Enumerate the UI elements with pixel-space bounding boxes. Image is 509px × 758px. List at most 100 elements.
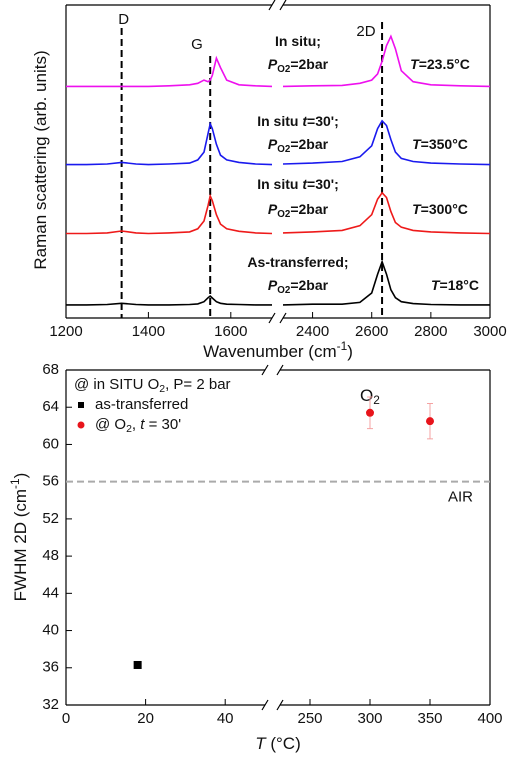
temperature-label: T=300°C (412, 201, 468, 217)
x-tick-label: 1600 (214, 323, 247, 340)
x-tick-label: 20 (137, 710, 154, 727)
series-label: PO2=2bar (268, 277, 329, 296)
text-part: (°C) (266, 734, 301, 753)
text-part: @ in SITU O (74, 376, 159, 393)
axis-break (261, 699, 269, 711)
text-part: FWHM 2D (cm (11, 489, 30, 601)
text-part: T (410, 56, 420, 72)
temperature-label: T=18°C (431, 277, 479, 293)
peak-label: 2D (356, 23, 375, 40)
temperature-label: T=23.5°C (410, 56, 470, 72)
text-part: =300°C (421, 201, 468, 217)
text-part: =2bar (290, 136, 328, 152)
marker (366, 408, 374, 417)
y-tick-label: 44 (42, 584, 59, 601)
y-axis-label: Raman scattering (arb. units) (31, 50, 50, 269)
text-part: T (412, 201, 422, 217)
text-part: In situ (257, 176, 302, 192)
text-part: Raman scattering (arb. units) (31, 50, 50, 269)
peak-label: G (191, 36, 203, 53)
text-part: O2 (277, 144, 291, 155)
text-part: =18°C (440, 277, 479, 293)
text-part: T (412, 136, 422, 152)
series-label: PO2=2bar (268, 136, 329, 155)
text-part: ) (11, 473, 30, 479)
x-tick-label: 1400 (132, 323, 165, 340)
y-tick-label: 68 (42, 361, 59, 378)
text-part: O2 (277, 64, 291, 75)
text-part: t (302, 176, 308, 192)
text-part: Wavenumber (cm (203, 342, 337, 361)
axis-break (268, 0, 276, 11)
text-part: -1 (337, 339, 348, 353)
text-part: ) (347, 342, 353, 361)
text-part: =2bar (290, 277, 328, 293)
text-part: In situ; (275, 33, 321, 49)
x-tick-label: 2400 (296, 323, 329, 340)
text-part: =30'; (307, 113, 339, 129)
text-part: =2bar (290, 201, 328, 217)
series-label: PO2=2bar (268, 201, 329, 220)
text-part: 2 (159, 383, 165, 395)
y-tick-label: 52 (42, 510, 59, 527)
legend-label: @ O2, t = 30' (95, 416, 181, 435)
axis-break (261, 364, 269, 376)
x-tick-label: 40 (217, 710, 234, 727)
y-axis-label: FWHM 2D (cm-1) (8, 473, 30, 602)
axis-break (279, 0, 287, 11)
x-tick-label: 0 (62, 710, 70, 727)
series-label: PO2=2bar (268, 56, 329, 75)
spectrum (66, 119, 491, 166)
series-label: In situ t=30'; (257, 113, 339, 129)
text-part: T (255, 734, 267, 753)
spectrum (66, 259, 490, 306)
series-label: In situ t=30'; (257, 176, 339, 192)
y-tick-label: 56 (42, 473, 59, 490)
marker (426, 417, 434, 426)
text-part: , (132, 416, 140, 433)
marker (133, 660, 142, 669)
text-part: In situ (257, 113, 302, 129)
text-part: As-transferred; (247, 254, 348, 270)
text-part: P (268, 56, 278, 72)
reference-label: AIR (448, 489, 473, 506)
text-part: P (268, 201, 278, 217)
text-part: P (268, 277, 278, 293)
temperature-label: T=350°C (412, 136, 468, 152)
legend-label: as-transferred (95, 396, 188, 413)
x-tick-label: 400 (477, 710, 502, 727)
text-part: 2 (126, 423, 132, 435)
x-tick-label: 350 (417, 710, 442, 727)
x-tick-label: 2600 (355, 323, 388, 340)
text-part: O2 (277, 209, 291, 220)
y-tick-label: 60 (42, 435, 59, 452)
text-part: = 30' (144, 416, 181, 433)
text-part: =2bar (290, 56, 328, 72)
text-part: as-transferred (95, 396, 188, 413)
axis-break (268, 312, 276, 324)
text-part: O2 (277, 285, 291, 296)
x-tick-label: 1200 (49, 323, 82, 340)
text-part: -1 (8, 478, 22, 489)
text-part: =30'; (307, 176, 339, 192)
text-part: t (302, 113, 308, 129)
spectrum (66, 191, 491, 235)
axis-break (279, 312, 287, 324)
x-tick-label: 3000 (473, 323, 506, 340)
y-tick-label: 32 (42, 696, 59, 713)
y-tick-label: 36 (42, 659, 59, 676)
text-part: P (268, 136, 278, 152)
y-tick-label: 64 (42, 398, 59, 415)
legend-marker (77, 421, 85, 429)
peak-label: D (118, 11, 129, 28)
text-part: , P= 2 bar (165, 376, 230, 393)
text-part: =23.5°C (419, 56, 470, 72)
text-part: O (360, 386, 373, 405)
x-axis-label: Wavenumber (cm-1) (203, 339, 353, 361)
text-part: =350°C (421, 136, 468, 152)
text-part: @ O (95, 416, 126, 433)
x-tick-label: 300 (357, 710, 382, 727)
y-tick-label: 40 (42, 622, 59, 639)
